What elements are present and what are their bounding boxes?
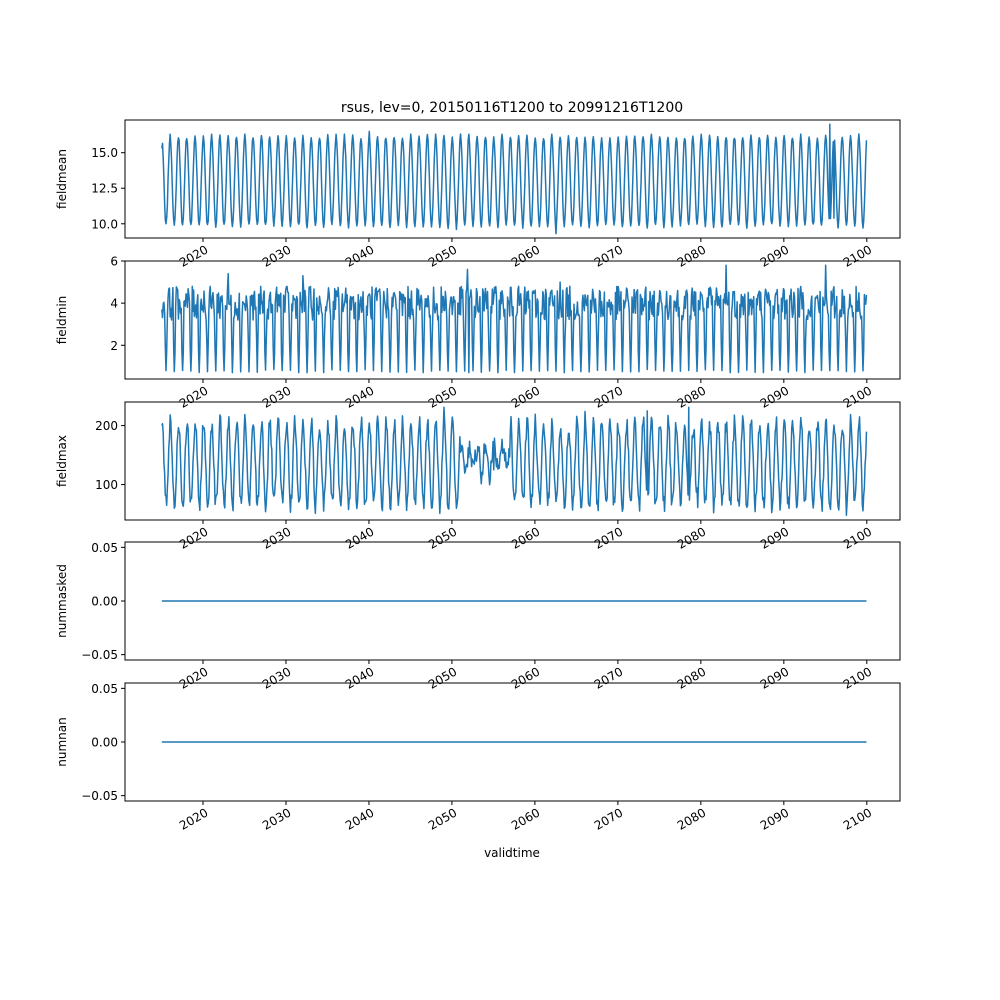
figure-title: rsus, lev=0, 20150116T1200 to 20991216T1… bbox=[341, 100, 683, 116]
y-tick-label: 4 bbox=[110, 297, 118, 311]
y-tick-label: 2 bbox=[110, 339, 118, 353]
y-tick-label: 12.5 bbox=[91, 182, 118, 196]
y-tick-label: −0.05 bbox=[81, 789, 118, 803]
y-tick-label: 100 bbox=[95, 478, 118, 492]
y-tick-label: 15.0 bbox=[91, 146, 118, 160]
series-line-fieldmax bbox=[161, 406, 868, 517]
y-axis-label: fieldmax bbox=[55, 435, 69, 487]
y-tick-label: 10.0 bbox=[91, 217, 118, 231]
series-line-fieldmean bbox=[161, 123, 868, 235]
y-tick-label: 0.00 bbox=[91, 595, 118, 609]
y-axis-label: fieldmin bbox=[55, 296, 69, 345]
y-tick-label: −0.05 bbox=[81, 648, 118, 662]
y-axis-label: nummasked bbox=[55, 564, 69, 638]
y-tick-label: 0.05 bbox=[91, 682, 118, 696]
x-axis-label: validtime bbox=[484, 846, 540, 860]
y-tick-label: 6 bbox=[110, 255, 118, 269]
y-axis-label: fieldmean bbox=[55, 149, 69, 209]
axes-frame-fieldmean bbox=[124, 119, 901, 239]
y-tick-label: 0.00 bbox=[91, 736, 118, 750]
y-tick-label: 0.05 bbox=[91, 541, 118, 555]
y-tick-label: 200 bbox=[95, 419, 118, 433]
series-line-fieldmin bbox=[161, 264, 868, 374]
axes-frame-fieldmax bbox=[124, 401, 901, 521]
y-axis-label: numnan bbox=[55, 717, 69, 766]
axes-frame-fieldmin bbox=[124, 260, 901, 380]
